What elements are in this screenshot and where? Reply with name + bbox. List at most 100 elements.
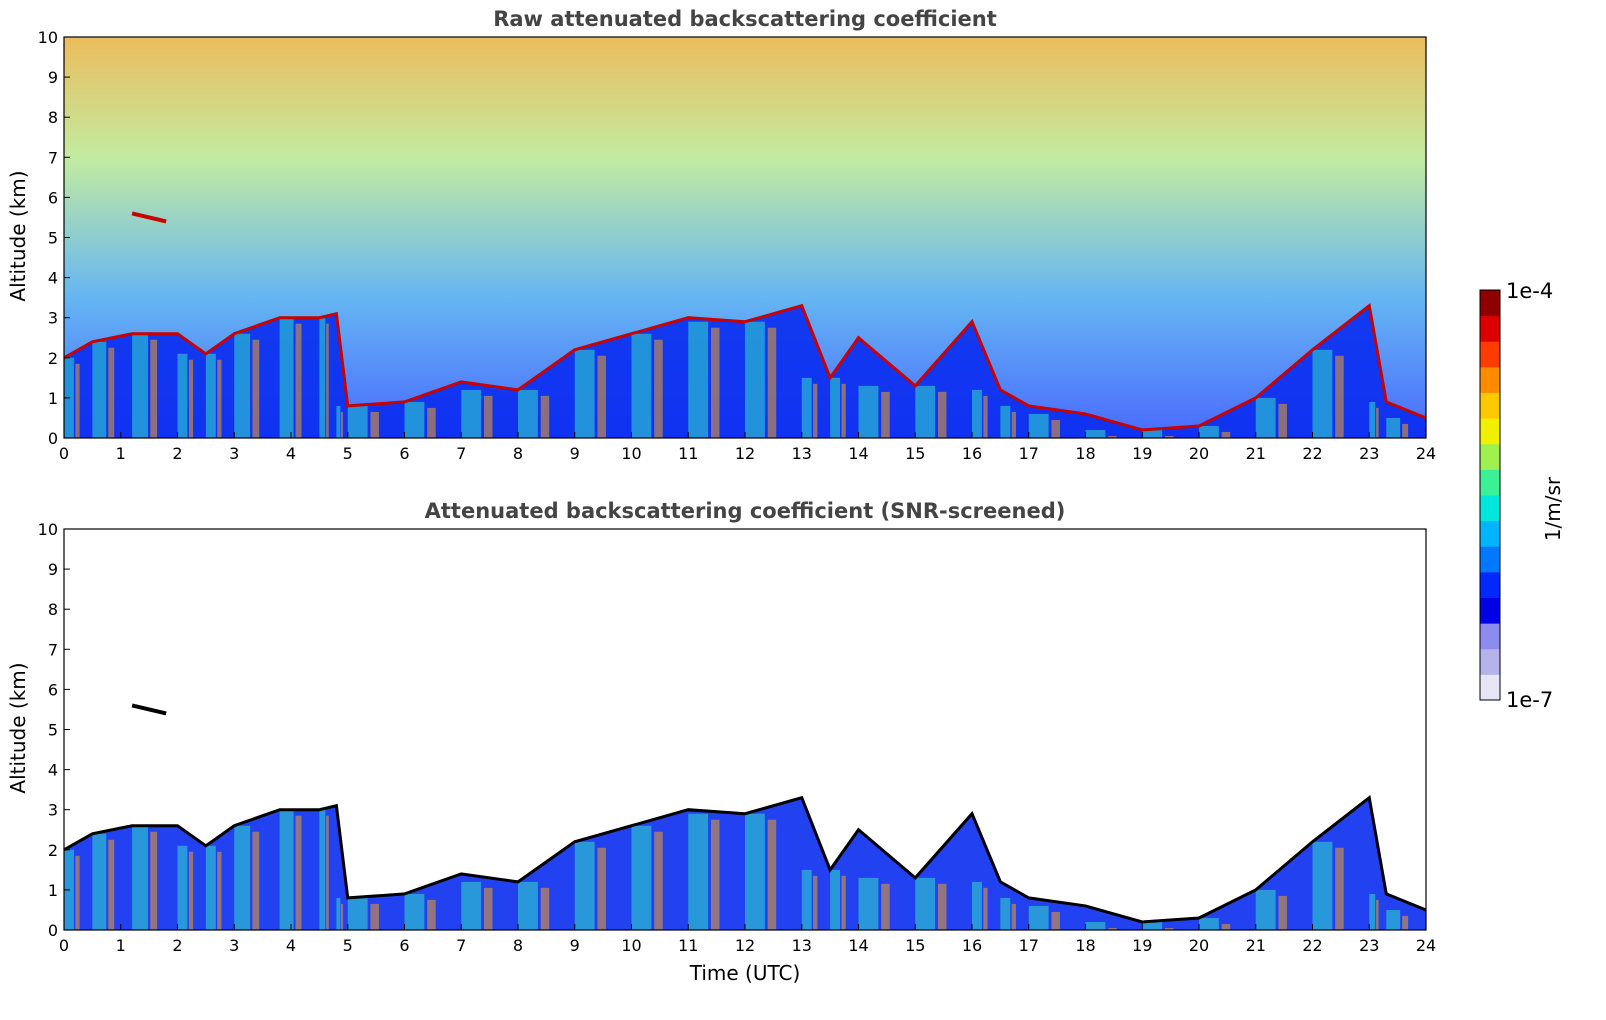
x-tick-label: 1 bbox=[116, 936, 126, 955]
colorbar-segment bbox=[1480, 495, 1500, 522]
cloud-core bbox=[370, 903, 379, 930]
x-tick-label: 19 bbox=[1132, 444, 1152, 463]
colorbar-segment bbox=[1480, 546, 1500, 573]
x-tick-label: 18 bbox=[1075, 444, 1095, 463]
y-tick-label: 10 bbox=[38, 520, 58, 539]
y-tick-label: 3 bbox=[48, 309, 58, 328]
cloud-core bbox=[1051, 419, 1060, 438]
cloud-core bbox=[326, 815, 329, 930]
x-tick-label: 12 bbox=[735, 444, 755, 463]
cloud-core bbox=[340, 411, 343, 438]
cloud-streak bbox=[518, 389, 538, 438]
x-tick-label: 4 bbox=[286, 936, 296, 955]
x-tick-label: 8 bbox=[513, 444, 523, 463]
x-tick-label: 23 bbox=[1359, 444, 1379, 463]
x-tick-label: 4 bbox=[286, 444, 296, 463]
y-tick-label: 3 bbox=[48, 801, 58, 820]
cloud-streak bbox=[1369, 893, 1376, 930]
x-tick-label: 15 bbox=[905, 444, 925, 463]
colorbar-segment bbox=[1480, 648, 1500, 675]
cloud-streak bbox=[234, 333, 251, 438]
colorbar-segment bbox=[1480, 571, 1500, 598]
cloud-core bbox=[767, 819, 777, 930]
colorbar-segment bbox=[1480, 520, 1500, 547]
x-tick-label: 17 bbox=[1019, 936, 1039, 955]
cloud-streak bbox=[745, 813, 765, 930]
cloud-streak bbox=[631, 825, 652, 930]
cloud-core bbox=[252, 831, 260, 930]
cloud-core bbox=[1051, 911, 1060, 930]
y-tick-label: 0 bbox=[48, 429, 58, 448]
x-tick-label: 11 bbox=[678, 936, 698, 955]
cloud-streak bbox=[631, 333, 652, 438]
cloud-core bbox=[937, 883, 947, 930]
x-tick-label: 16 bbox=[962, 444, 982, 463]
y-tick-label: 8 bbox=[48, 108, 58, 127]
cloud-streak bbox=[972, 881, 982, 930]
x-tick-label: 10 bbox=[621, 936, 641, 955]
y-tick-label: 0 bbox=[48, 921, 58, 940]
x-tick-label: 7 bbox=[456, 444, 466, 463]
cloud-core bbox=[654, 339, 663, 438]
x-tick-label: 6 bbox=[399, 936, 409, 955]
cloud-streak bbox=[574, 841, 595, 930]
cloud-core bbox=[75, 363, 80, 438]
x-tick-label: 12 bbox=[735, 936, 755, 955]
cloud-core bbox=[150, 339, 158, 438]
cloud-streak bbox=[1085, 429, 1106, 438]
cloud-core bbox=[1335, 355, 1344, 438]
cloud-streak bbox=[279, 809, 294, 930]
cloud-core bbox=[150, 831, 158, 930]
cloud-streak bbox=[92, 833, 107, 930]
x-tick-label: 22 bbox=[1302, 936, 1322, 955]
y-tick-label: 9 bbox=[48, 560, 58, 579]
x-tick-label: 8 bbox=[513, 936, 523, 955]
cloud-streak bbox=[336, 897, 341, 930]
cloud-streak bbox=[132, 333, 148, 438]
colorbar-segment bbox=[1480, 366, 1500, 393]
cloud-core bbox=[1278, 895, 1287, 930]
heatmap-field bbox=[64, 37, 1426, 438]
x-tick-label: 20 bbox=[1189, 444, 1209, 463]
cloud-streak bbox=[688, 813, 709, 930]
cloud-core bbox=[881, 883, 890, 930]
y-tick-label: 4 bbox=[48, 269, 58, 288]
y-tick-label: 10 bbox=[38, 28, 58, 47]
cloud-core bbox=[75, 855, 80, 930]
colorbar-segment bbox=[1480, 469, 1500, 496]
cloud-core bbox=[983, 887, 988, 930]
cloud-streak bbox=[1386, 417, 1401, 438]
cloud-streak bbox=[1255, 397, 1276, 438]
y-tick-label: 8 bbox=[48, 600, 58, 619]
y-tick-label: 9 bbox=[48, 68, 58, 87]
cloud-core bbox=[427, 407, 436, 438]
cloud-core bbox=[813, 875, 818, 930]
cloud-streak bbox=[745, 321, 765, 438]
x-tick-label: 24 bbox=[1416, 444, 1436, 463]
x-tick-label: 11 bbox=[678, 444, 698, 463]
cloud-core bbox=[1164, 435, 1174, 438]
y-tick-label: 7 bbox=[48, 640, 58, 659]
cloud-streak bbox=[1085, 921, 1106, 930]
y-tick-label: 2 bbox=[48, 349, 58, 368]
x-tick-label: 15 bbox=[905, 936, 925, 955]
cloud-core bbox=[1402, 915, 1409, 930]
cloud-core bbox=[108, 347, 115, 438]
x-tick-label: 7 bbox=[456, 936, 466, 955]
cloud-core bbox=[1376, 899, 1379, 930]
colorbar-max-label: 1e-4 bbox=[1506, 279, 1554, 303]
cloud-streak bbox=[347, 405, 368, 438]
cloud-core bbox=[1221, 923, 1231, 930]
x-tick-label: 17 bbox=[1019, 444, 1039, 463]
cloud-streak bbox=[1199, 425, 1219, 438]
colorbar-segment bbox=[1480, 623, 1500, 650]
colorbar-segment bbox=[1480, 392, 1500, 419]
cloud-streak bbox=[915, 877, 936, 930]
x-tick-label: 13 bbox=[792, 444, 812, 463]
cloud-streak bbox=[132, 825, 148, 930]
cloud-streak bbox=[1312, 841, 1333, 930]
cloud-core bbox=[188, 851, 194, 930]
cloud-streak bbox=[858, 877, 879, 930]
cloud-streak bbox=[518, 881, 538, 930]
